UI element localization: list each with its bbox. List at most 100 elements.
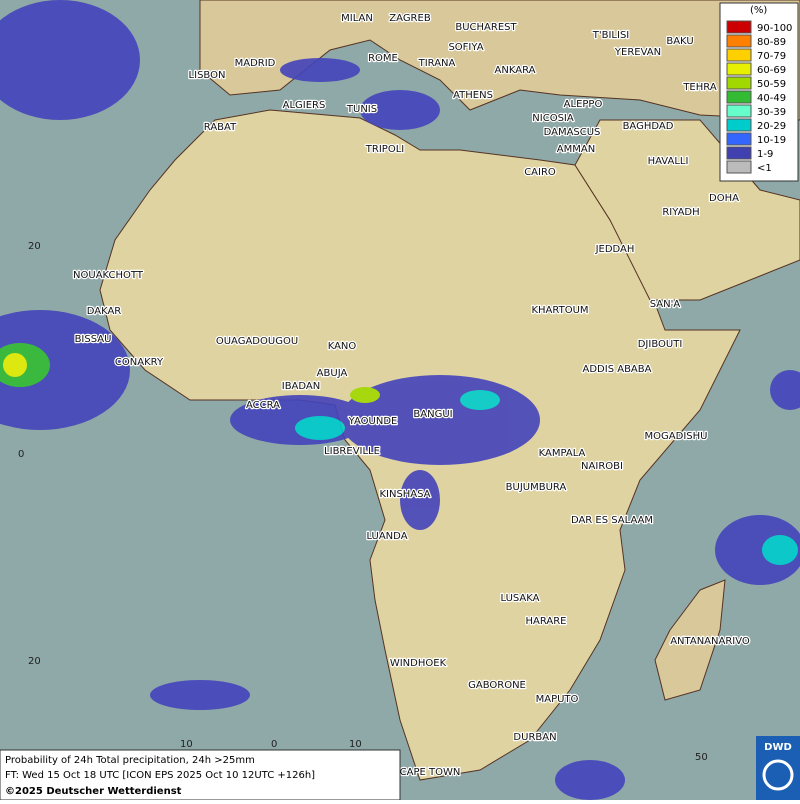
legend-swatch: [726, 34, 752, 48]
city-label: DOHA: [709, 193, 739, 204]
city-label: OUAGADOUGOU: [216, 336, 298, 347]
lat-label: 0: [18, 449, 24, 460]
city-label: NAIROBI: [581, 461, 623, 472]
precip-area: [555, 760, 625, 800]
city-label: BUCHAREST: [455, 22, 517, 33]
precip-area: [360, 90, 440, 130]
caption-line: FT: Wed 15 Oct 18 UTC [ICON EPS 2025 Oct…: [5, 770, 315, 781]
city-label: NICOSIA: [532, 113, 574, 124]
city-label: DJIBOUTI: [638, 339, 683, 350]
city-label: LUANDA: [366, 531, 407, 542]
city-label: MAPUTO: [536, 694, 579, 705]
precip-area: [715, 515, 800, 585]
city-label: ANTANANARIVO: [670, 636, 750, 647]
legend-title: (%): [750, 5, 767, 16]
city-label: ADDIS ABABA: [583, 364, 652, 375]
precip-area: [280, 58, 360, 82]
city-label: CAPE TOWN: [400, 767, 461, 778]
lon-label: 10: [180, 739, 193, 750]
city-label: YAOUNDE: [348, 416, 398, 427]
legend-items: 90-100 80-89 70-79 60-69 50-59 40-49 30-39 20-2…: [726, 20, 792, 174]
logo-icon: [762, 759, 794, 791]
city-label: ATHENS: [453, 90, 493, 101]
city-label: KANO: [328, 341, 357, 352]
city-label: ALGIERS: [283, 100, 326, 111]
city-label: KAMPALA: [539, 448, 586, 459]
city-label: HAVALLI: [648, 156, 689, 167]
city-label: GABORONE: [468, 680, 526, 691]
legend-label: 30-39: [757, 107, 786, 118]
city-label: ABUJA: [317, 368, 348, 379]
city-label: BANGUI: [413, 409, 452, 420]
precip-area: [460, 390, 500, 410]
legend-swatch: [726, 132, 752, 146]
precip-area: [762, 535, 798, 565]
city-label: AMMAN: [557, 144, 595, 155]
city-label: RABAT: [204, 122, 237, 133]
legend-label: 40-49: [757, 93, 786, 104]
legend-swatch: [726, 90, 752, 104]
city-label: JEDDAH: [595, 244, 635, 255]
city-label: BAGHDAD: [623, 121, 674, 132]
precip-area: [0, 0, 140, 120]
legend-swatch: [726, 146, 752, 160]
city-labels: MILAN ZAGREB BUCHAREST SOFIYA T'BILISI BAKU YE…: [72, 12, 751, 780]
city-label: IBADAN: [282, 381, 321, 392]
legend-swatch: [726, 20, 752, 34]
city-label: LIBREVILLE: [324, 446, 380, 457]
legend-label: 50-59: [757, 79, 786, 90]
city-label: KHARTOUM: [531, 305, 588, 316]
city-label: NOUAKCHOTT: [73, 270, 144, 281]
logo: DWD: [756, 736, 800, 800]
city-label: ZAGREB: [389, 13, 431, 24]
city-label: DAMASCUS: [544, 127, 601, 138]
lat-label: 20: [28, 241, 41, 252]
city-label: ACCRA: [246, 400, 280, 411]
city-label: DURBAN: [513, 732, 556, 743]
precip-area: [3, 353, 27, 377]
precip-area: [150, 680, 250, 710]
lon-label: 10: [349, 739, 362, 750]
legend-swatch: [726, 104, 752, 118]
precip-area: [400, 470, 440, 530]
city-label: BUJUMBURA: [506, 482, 567, 493]
legend-label: 90-100: [757, 23, 792, 34]
legend-swatch: [726, 62, 752, 76]
city-label: TRIPOLI: [365, 144, 404, 155]
city-label: TIRANA: [418, 58, 456, 69]
legend-label: 70-79: [757, 51, 786, 62]
legend-label: 20-29: [757, 121, 786, 132]
caption: Probability of 24h Total precipitation, …: [0, 749, 401, 801]
city-label: YEREVAN: [614, 47, 661, 58]
legend-label: 10-19: [757, 135, 786, 146]
precip-area: [0, 310, 130, 430]
city-label: LUSAKA: [501, 593, 540, 604]
city-label: MADRID: [235, 58, 276, 69]
city-label: MILAN: [341, 13, 373, 24]
legend-swatch: [726, 48, 752, 62]
city-label: ANKARA: [495, 65, 536, 76]
city-label: KINSHASA: [379, 489, 430, 500]
city-label: ALEPPO: [564, 99, 603, 110]
lat-label: 20: [28, 656, 41, 667]
city-label: T'BILISI: [592, 30, 629, 41]
city-label: WINDHOEK: [390, 658, 447, 669]
city-label: TUNIS: [346, 104, 377, 115]
city-label: RIYADH: [662, 207, 699, 218]
city-label: BISSAU: [75, 334, 112, 345]
city-label: DAR ES SALAAM: [571, 515, 653, 526]
caption-line: ©2025 Deutscher Wetterdienst: [5, 786, 182, 797]
arabia-land: [574, 119, 800, 301]
city-label: BAKU: [666, 36, 693, 47]
legend-swatch: [726, 118, 752, 132]
madagascar: [654, 579, 726, 701]
legend-label: <1: [757, 163, 772, 174]
city-label: LISBON: [189, 70, 226, 81]
city-label: DAKAR: [87, 306, 122, 317]
precip-area: [295, 416, 345, 440]
grid-labels: 20 0 20 10 0 10 50: [18, 241, 708, 763]
lon-label: 0: [271, 739, 277, 750]
caption-line: Probability of 24h Total precipitation, …: [5, 755, 255, 766]
logo-text: DWD: [764, 742, 792, 753]
